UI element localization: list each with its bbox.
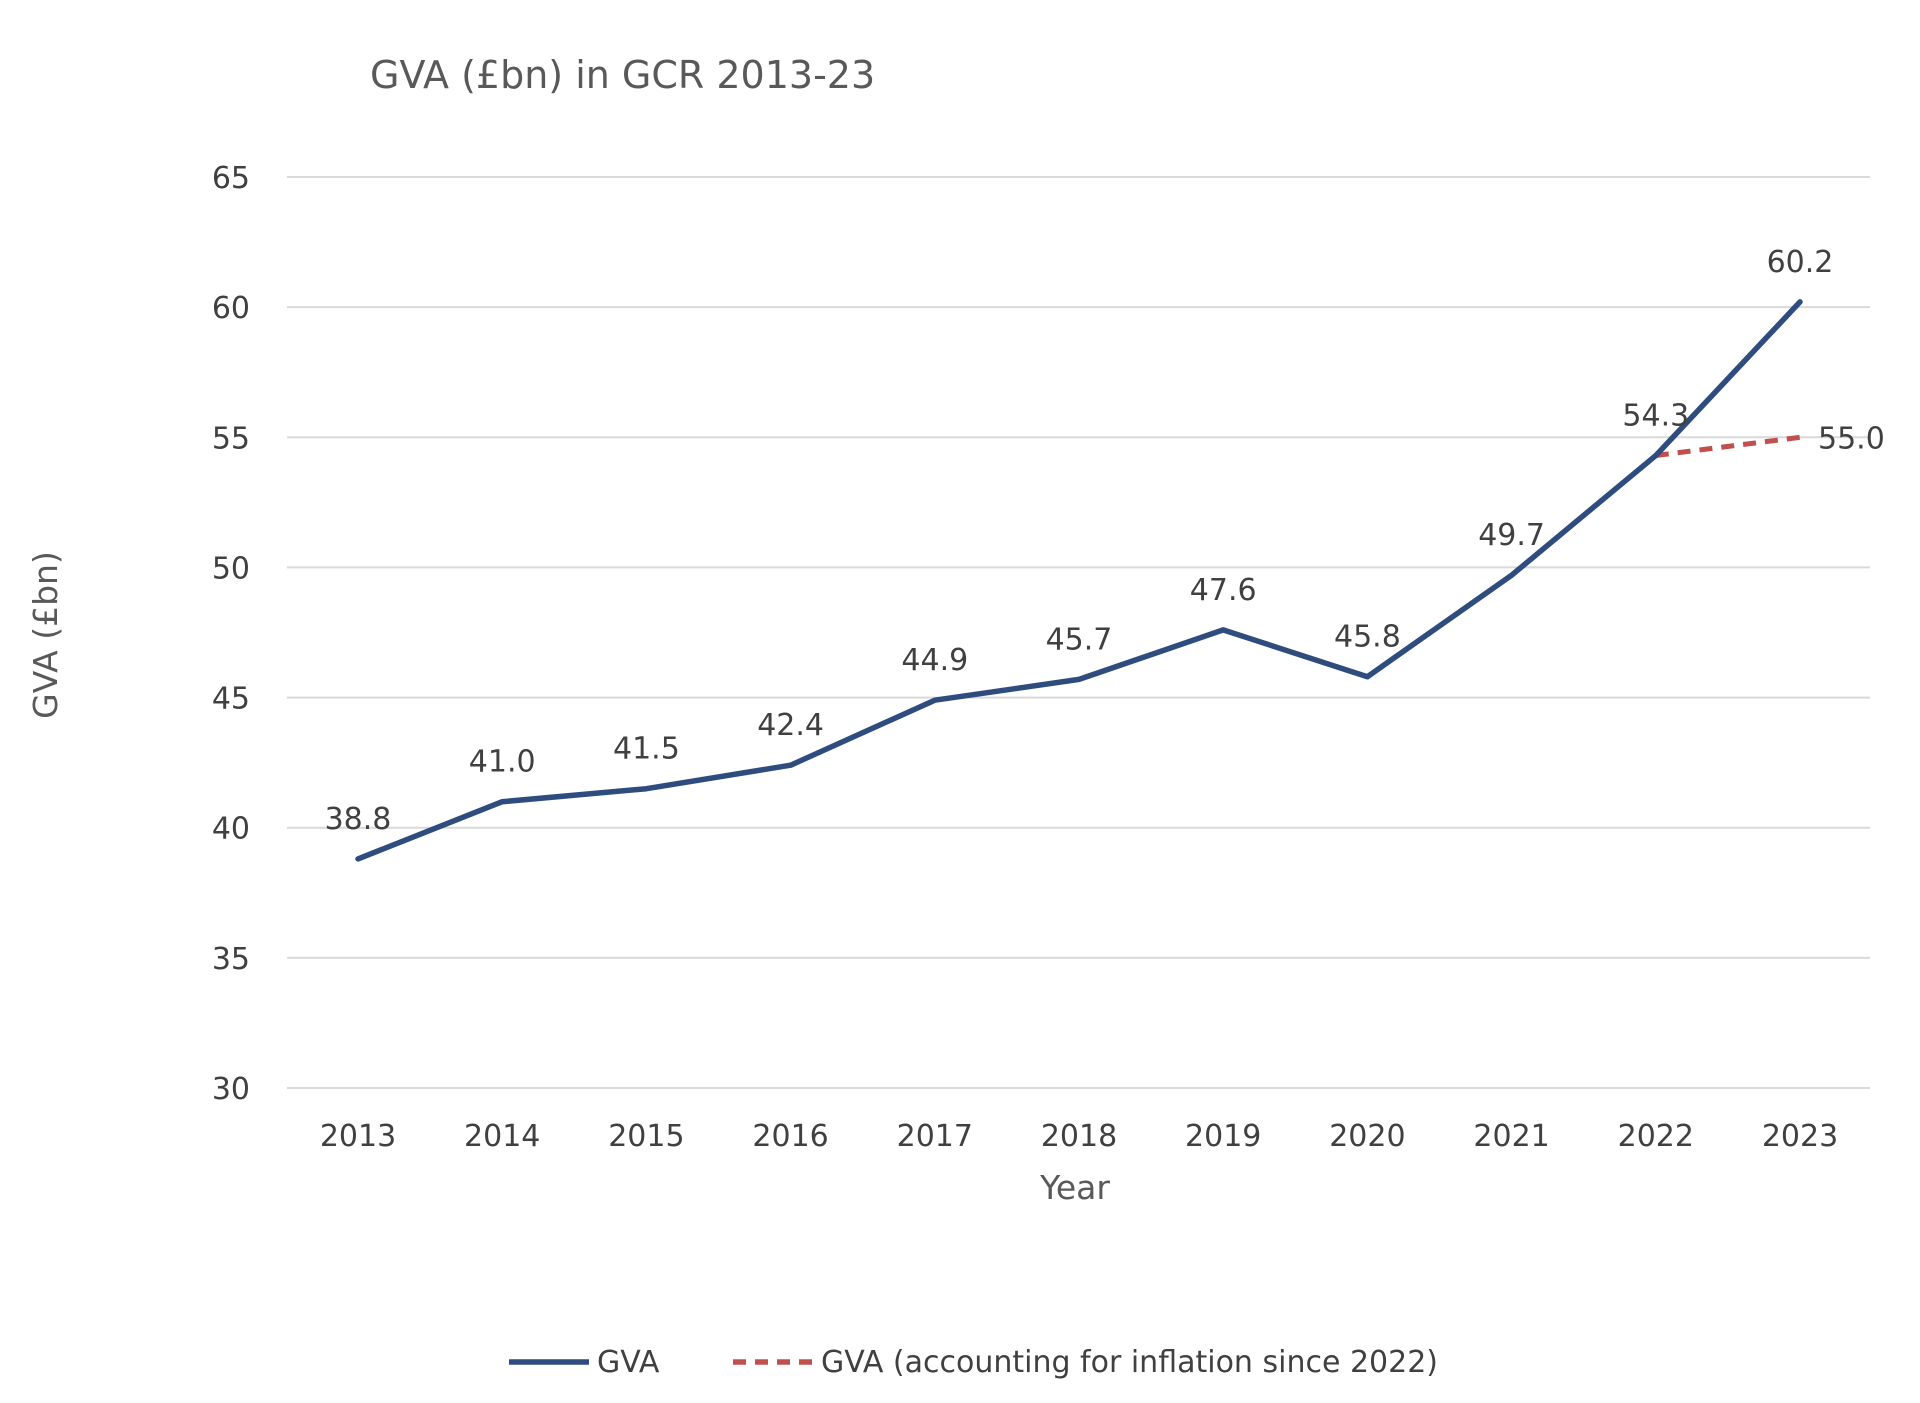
data-label: 45.8 — [1334, 620, 1401, 655]
y-tick-label: 30 — [212, 1072, 250, 1107]
data-labels: 38.8 41.0 41.5 42.4 44.9 45.7 47.6 45.8 49.7 54.3… — [325, 245, 1885, 837]
y-axis-title: GVA (£bn) — [26, 551, 65, 719]
x-tick-label: 2015 — [608, 1119, 684, 1154]
x-tick-label: 2021 — [1473, 1119, 1549, 1154]
y-tick-label: 65 — [212, 161, 250, 196]
y-tick-label: 40 — [212, 812, 250, 847]
data-label: 44.9 — [901, 643, 968, 678]
data-label: 42.4 — [757, 708, 824, 743]
x-tick-label: 2022 — [1618, 1119, 1694, 1154]
data-label: 55.0 — [1818, 421, 1885, 456]
data-label: 45.7 — [1046, 622, 1113, 657]
chart-title: GVA (£bn) in GCR 2013-23 — [370, 53, 875, 97]
x-tick-label: 2013 — [320, 1119, 396, 1154]
x-tick-label: 2020 — [1329, 1119, 1405, 1154]
y-tick-label: 60 — [212, 291, 250, 326]
legend: GVA GVA (accounting for inflation since 2… — [509, 1345, 1438, 1380]
x-tick-label: 2014 — [464, 1119, 540, 1154]
x-axis-ticks: 2013 2014 2015 2016 2017 2018 2019 2020 2021 2022… — [320, 1119, 1838, 1154]
x-tick-label: 2023 — [1762, 1119, 1838, 1154]
series-line-gva — [355, 299, 1803, 862]
y-tick-label: 50 — [212, 551, 250, 586]
gridlines — [287, 176, 1870, 1089]
data-label: 38.8 — [325, 802, 392, 837]
data-label: 60.2 — [1767, 245, 1834, 280]
x-tick-label: 2017 — [897, 1119, 973, 1154]
x-axis-title: Year — [1039, 1168, 1110, 1207]
series-line-gva-inflation-adjusted — [1655, 434, 1801, 458]
data-label: 54.3 — [1622, 399, 1689, 434]
data-label: 47.6 — [1190, 573, 1257, 608]
data-label: 41.0 — [469, 745, 536, 780]
data-label: 41.5 — [613, 732, 680, 767]
y-tick-label: 45 — [212, 682, 250, 717]
y-tick-label: 55 — [212, 421, 250, 456]
legend-label: GVA (accounting for inflation since 2022… — [821, 1345, 1438, 1380]
data-label: 49.7 — [1478, 518, 1545, 553]
x-tick-label: 2019 — [1185, 1119, 1261, 1154]
x-tick-label: 2016 — [752, 1119, 828, 1154]
y-axis-ticks: 30 35 40 45 50 55 60 65 — [212, 161, 250, 1107]
series-lines — [355, 299, 1803, 862]
legend-label: GVA — [597, 1345, 660, 1380]
x-tick-label: 2018 — [1041, 1119, 1117, 1154]
y-tick-label: 35 — [212, 942, 250, 977]
